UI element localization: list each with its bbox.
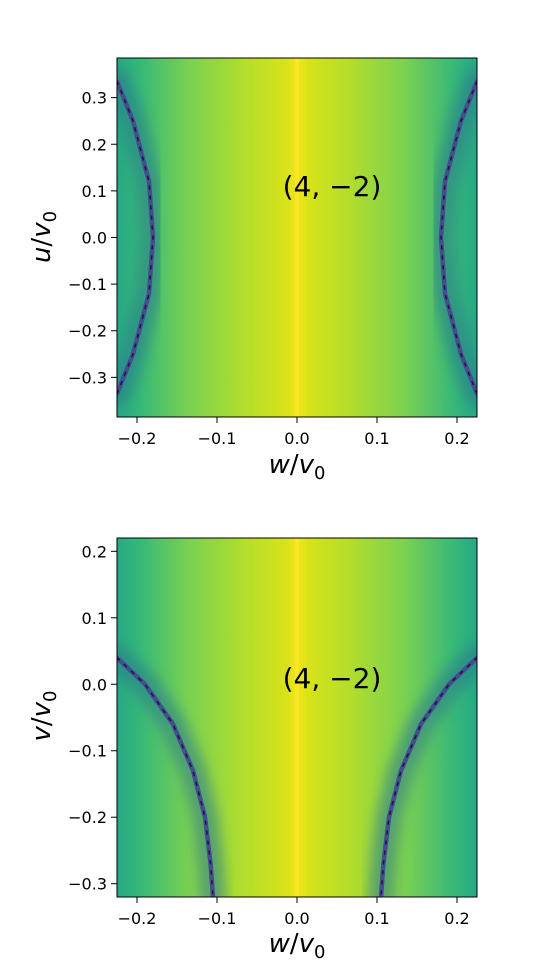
dark-curve-core (117, 656, 214, 897)
y-tick-label: 0.2 (82, 135, 107, 154)
x-tick-label: 0.2 (444, 429, 469, 448)
x-axis-label-bottom: w/v0 (269, 929, 326, 960)
x-tick-label: −0.2 (118, 429, 157, 448)
y-ticks-top: −0.3 −0.2 −0.1 0.0 0.1 0.2 0.3 (68, 89, 117, 387)
y-tick-label: −0.1 (68, 742, 107, 761)
x-ticks-bottom: −0.2 −0.1 0.0 0.1 0.2 (118, 897, 470, 928)
dark-curves-bottom (117, 655, 477, 897)
x-tick-label: −0.1 (198, 909, 237, 928)
x-tick-label: −0.2 (118, 909, 157, 928)
y-tick-label: −0.2 (68, 808, 107, 827)
x-tick-label: 0.0 (284, 429, 309, 448)
y-tick-label: 0.3 (82, 89, 107, 108)
y-tick-label: 0.0 (82, 229, 107, 248)
y-tick-label: −0.3 (68, 875, 107, 894)
heatmap-panel-top: −0.2 −0.1 0.0 0.1 0.2 −0.3 −0.2 −0.1 0.0 0.1 0.2 0… (27, 57, 478, 484)
dark-curve-core (117, 80, 154, 395)
y-tick-label: −0.2 (68, 322, 107, 341)
dark-curve-core (380, 656, 477, 897)
x-ticks-top: −0.2 −0.1 0.0 0.1 0.2 (118, 417, 470, 448)
y-ticks-bottom: −0.3 −0.2 −0.1 0.0 0.1 0.2 (68, 542, 117, 894)
y-axis-label-bottom: v/v0 (27, 691, 61, 742)
dark-curves-top (117, 79, 477, 396)
y-tick-label: −0.3 (68, 368, 107, 387)
x-tick-label: 0.1 (364, 429, 389, 448)
y-tick-label: −0.1 (68, 275, 107, 294)
x-axis-label-top: w/v0 (269, 450, 326, 484)
x-tick-label: −0.1 (198, 429, 237, 448)
y-tick-label: 0.1 (82, 609, 107, 628)
y-tick-label: 0.1 (82, 182, 107, 201)
y-axis-label-top: u/v0 (27, 211, 61, 263)
dark-curve-core (440, 80, 477, 395)
annotation-top: (4, −2) (283, 170, 382, 203)
x-tick-label: 0.2 (444, 909, 469, 928)
x-tick-label: 0.0 (284, 909, 309, 928)
x-tick-label: 0.1 (364, 909, 389, 928)
y-tick-label: 0.2 (82, 542, 107, 561)
y-tick-label: 0.0 (82, 675, 107, 694)
annotation-bottom: (4, −2) (283, 662, 382, 695)
heatmap-panel-bottom: −0.2 −0.1 0.0 0.1 0.2 −0.3−0.2−0.10.00.10.2 … (27, 537, 478, 960)
